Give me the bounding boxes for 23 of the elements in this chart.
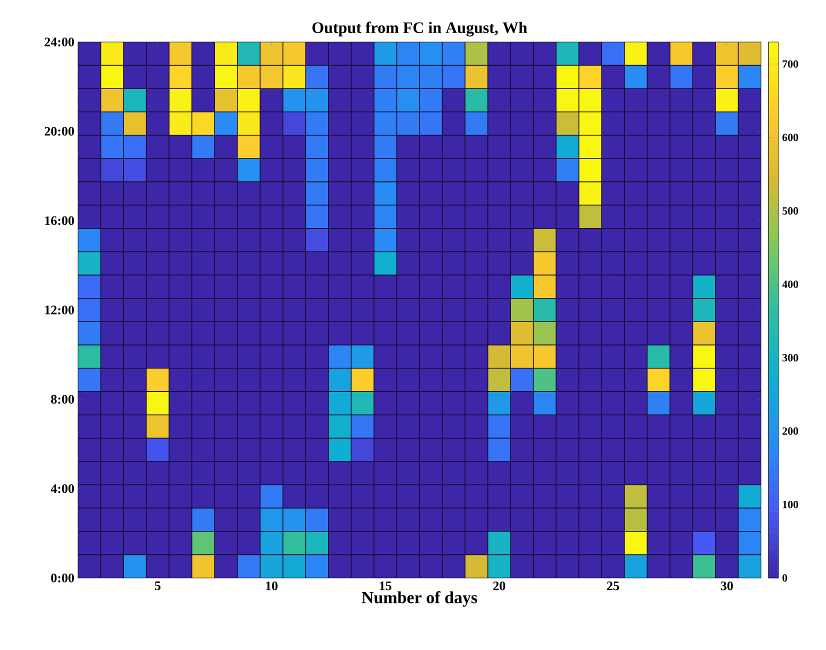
y-tick-label: 4:00 — [50, 484, 74, 494]
y-tick-label: 0:00 — [51, 574, 74, 582]
color-bar-label: 700 — [782, 60, 798, 68]
color-bar-label: 400 — [782, 280, 798, 288]
x-tick-label: 25 — [607, 582, 620, 590]
x-axis-title: Number of days — [362, 591, 478, 607]
color-bar-label: 600 — [782, 134, 798, 142]
x-tick-label: 5 — [154, 582, 160, 590]
color-bar-label: 500 — [782, 207, 798, 215]
color-bar-label: 300 — [782, 354, 798, 362]
x-tick-label: 10 — [266, 582, 278, 590]
color-bar-label: 0 — [782, 574, 788, 582]
x-tick-label: 30 — [720, 582, 733, 590]
color-bar-label: 200 — [782, 427, 798, 435]
chart-title: Output from FC in August, Wh — [312, 22, 528, 36]
y-tick-label: 8:00 — [51, 394, 74, 404]
y-tick-label: 24:00 — [44, 38, 74, 46]
x-tick-label: 15 — [380, 582, 392, 590]
color-bar-label: 100 — [782, 500, 798, 508]
y-tick-label: 12:00 — [45, 306, 74, 314]
x-tick-label: 20 — [493, 582, 506, 590]
y-tick-label: 20:00 — [44, 126, 74, 136]
y-tick-label: 16:00 — [45, 216, 74, 226]
